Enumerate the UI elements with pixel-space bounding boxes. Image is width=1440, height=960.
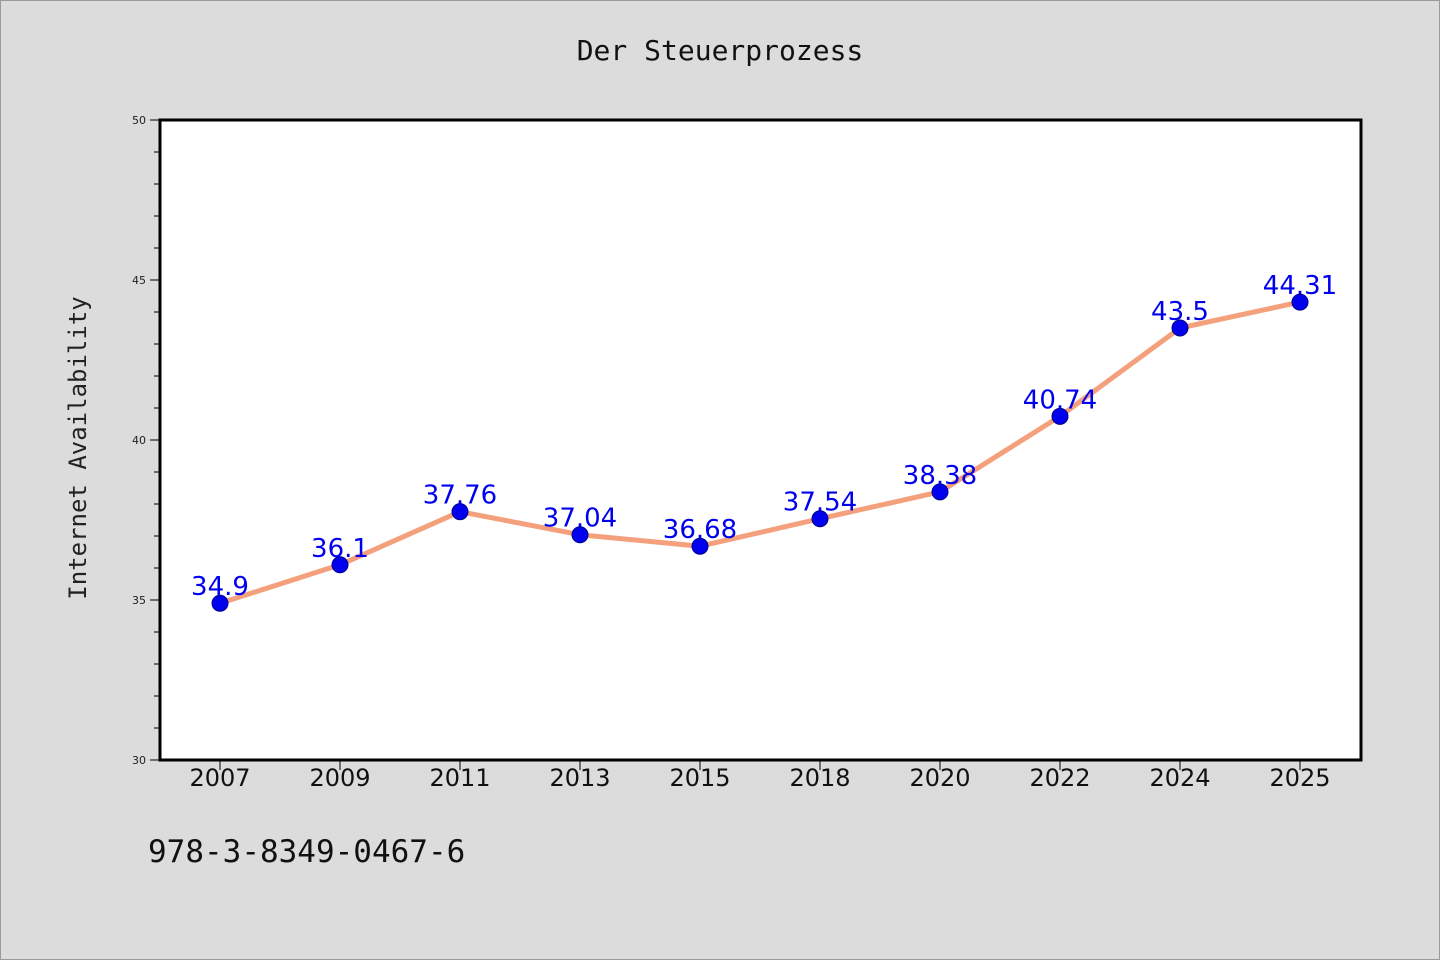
plot-area	[158, 118, 1363, 762]
data-point	[931, 483, 949, 501]
x-tick-label: 2024	[1149, 764, 1210, 792]
isbn-note: 978-3-8349-0467-6	[148, 834, 466, 870]
data-label: 44.31	[1263, 271, 1337, 301]
data-label: 34.9	[191, 572, 249, 602]
x-tick-label: 2022	[1029, 764, 1090, 792]
y-tick-label: 40	[132, 434, 146, 447]
x-tick-label: 2007	[189, 764, 250, 792]
y-tick-label: 35	[132, 594, 146, 607]
y-tick-label: 50	[132, 114, 146, 127]
data-point	[451, 503, 469, 521]
data-label: 37.04	[543, 504, 617, 534]
x-tick-label: 2015	[669, 764, 730, 792]
data-point	[691, 537, 709, 555]
x-tick-label: 2013	[549, 764, 610, 792]
data-point	[211, 594, 229, 612]
data-point	[331, 556, 349, 574]
data-label: 36.68	[663, 515, 737, 545]
chart-title: Der Steuerprozess	[576, 34, 864, 67]
x-tick-label: 2025	[1269, 764, 1330, 792]
data-label: 37.54	[783, 488, 857, 518]
y-tick-label: 45	[132, 274, 146, 287]
data-label: 43.5	[1151, 297, 1209, 327]
data-point	[811, 510, 829, 528]
data-label: 40.74	[1023, 385, 1097, 415]
x-tick-label: 2020	[909, 764, 970, 792]
x-tick-label: 2009	[309, 764, 370, 792]
data-point	[1171, 319, 1189, 337]
data-label: 38.38	[903, 461, 977, 491]
data-label: 36.1	[311, 534, 369, 564]
data-point	[1291, 293, 1309, 311]
data-label: 37.76	[423, 481, 497, 511]
y-tick-label: 30	[132, 754, 146, 767]
series-line	[217, 299, 1303, 606]
x-tick-label: 2011	[429, 764, 490, 792]
x-tick-label: 2018	[789, 764, 850, 792]
data-point	[571, 526, 589, 544]
data-point	[1051, 407, 1069, 425]
